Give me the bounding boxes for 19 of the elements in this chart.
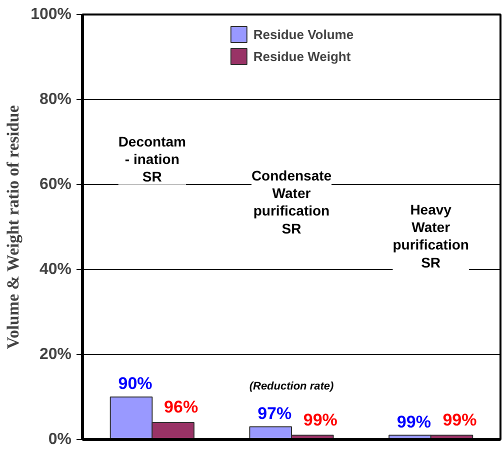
- annotation: 99%: [396, 412, 431, 432]
- annotation: Heavy Water purification SR: [392, 202, 469, 270]
- annotation: 96%: [164, 398, 198, 416]
- legend-label: Residue Weight: [253, 48, 351, 64]
- y-tick-label: 80%: [39, 91, 72, 108]
- annotation: 90%: [118, 374, 152, 393]
- y-tick-label: 0%: [48, 431, 72, 448]
- y-tick-label: 20%: [39, 346, 72, 363]
- y-tick-label: 60%: [39, 176, 72, 193]
- annotation: 99%: [442, 410, 477, 430]
- y-tick-label: 100%: [30, 6, 72, 23]
- legend-label: Residue Volume: [253, 26, 354, 42]
- y-tick-label: 40%: [39, 261, 72, 278]
- annotation: (Reduction rate): [249, 380, 334, 392]
- annotation: 99%: [303, 410, 338, 430]
- annotation: Condensate Water purification SR: [251, 168, 332, 236]
- annotation: Decontam - ination SR: [118, 134, 186, 185]
- y-axis-title: Volume & Weight ratio of residue: [4, 104, 23, 350]
- annotation: 97%: [258, 404, 292, 423]
